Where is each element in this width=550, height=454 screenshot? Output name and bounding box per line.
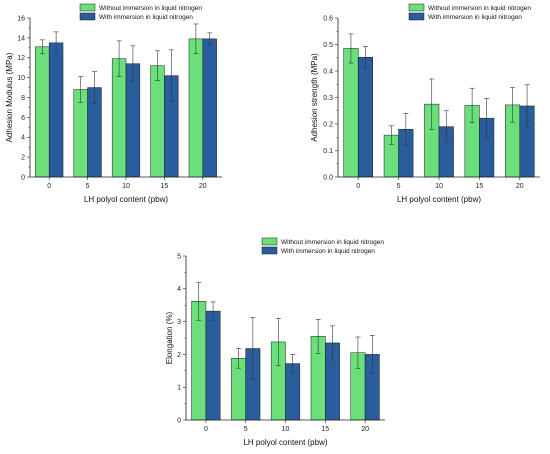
y-tick-label: 0.6 xyxy=(323,15,333,22)
x-tick-label: 0 xyxy=(47,183,51,190)
x-tick-label: 5 xyxy=(86,183,90,190)
legend-swatch-without xyxy=(79,3,96,12)
y-tick-label: 6 xyxy=(21,115,25,122)
legend-label-without: Without immersion in liquid nitrogen xyxy=(281,239,384,246)
y-tick-label: 0.3 xyxy=(323,95,333,102)
y-tick-label: 0 xyxy=(177,417,181,424)
bar-without-15 xyxy=(150,65,165,178)
chart-2: 0.0 0.1 0.2 0.3 0.4 0.5 0.6 0 5 10 15 20 LH polyol c… xyxy=(310,3,540,204)
x-tick-label: 0 xyxy=(356,183,360,190)
x-axis-label: LH polyol content (pbw) xyxy=(397,195,481,204)
x-tick-label: 20 xyxy=(516,183,524,190)
legend-label-with: With immersion in liquid nitrogen xyxy=(99,14,193,21)
chart-3: 0 1 2 3 4 5 0 5 10 15 20 LH polyol content (pbw) Elo… xyxy=(165,237,385,447)
y-tick-label: 16 xyxy=(17,15,25,22)
bar-with-0 xyxy=(357,56,373,178)
y-axis-label: Adhesion Modulus (MPa) xyxy=(5,52,14,142)
x-tick-label: 15 xyxy=(161,183,169,190)
legend-label-without: Without immersion in liquid nitrogen xyxy=(428,5,531,12)
legend-swatch-with xyxy=(79,12,96,21)
bar-with-0 xyxy=(48,42,64,178)
bar-with-20 xyxy=(202,38,217,178)
x-tick-label: 20 xyxy=(199,183,207,190)
legend-label-with: With immersion in liquid nitrogen xyxy=(281,248,375,255)
y-tick-label: 10 xyxy=(17,75,25,82)
y-tick-label: 5 xyxy=(177,253,181,260)
x-axis-label: LH polyol content (pbw) xyxy=(84,195,168,204)
legend-swatch-without xyxy=(408,3,425,12)
legend-swatch-with xyxy=(408,12,425,21)
x-tick-label: 15 xyxy=(476,183,484,190)
legend-label-without: Without immersion in liquid nitrogen xyxy=(99,5,202,12)
y-tick-label: 2 xyxy=(177,352,181,359)
bar-with-0 xyxy=(205,310,221,421)
chart-1: 0 2 4 6 8 10 12 14 16 0 5 10 15 20 LH polyol content (… xyxy=(5,3,222,204)
y-tick-label: 12 xyxy=(17,55,25,62)
y-axis-label: Adhesion strength (MPa) xyxy=(310,53,319,142)
y-tick-label: 0.2 xyxy=(323,121,333,128)
y-tick-label: 1 xyxy=(177,385,181,392)
bar-without-0 xyxy=(35,46,50,178)
y-tick-label: 4 xyxy=(21,135,25,142)
x-tick-label: 10 xyxy=(282,426,290,433)
x-tick-label: 5 xyxy=(397,183,401,190)
x-tick-label: 15 xyxy=(321,426,329,433)
legend-swatch-with xyxy=(261,246,278,255)
bar-without-0 xyxy=(343,48,359,178)
y-tick-label: 0.0 xyxy=(323,174,333,181)
y-tick-label: 0.5 xyxy=(323,42,333,49)
y-tick-label: 3 xyxy=(177,319,181,326)
y-tick-label: 2 xyxy=(21,155,25,162)
legend-swatch-without xyxy=(261,237,278,246)
y-tick-label: 4 xyxy=(177,286,181,293)
bar-without-20 xyxy=(188,38,204,178)
y-tick-label: 8 xyxy=(21,95,25,102)
x-tick-label: 10 xyxy=(435,183,443,190)
y-axis-label: Elongation (%) xyxy=(165,311,174,364)
legend-label-with: With immersion in liquid nitrogen xyxy=(428,14,522,21)
y-tick-label: 14 xyxy=(17,35,25,42)
x-tick-label: 10 xyxy=(122,183,130,190)
y-tick-label: 0 xyxy=(21,174,25,181)
y-tick-label: 0.4 xyxy=(323,68,333,75)
x-tick-label: 5 xyxy=(244,426,248,433)
x-tick-label: 20 xyxy=(361,426,369,433)
x-tick-label: 0 xyxy=(204,426,208,433)
y-tick-label: 0.1 xyxy=(323,148,333,155)
x-axis-label: LH polyol content (pbw) xyxy=(243,438,327,447)
